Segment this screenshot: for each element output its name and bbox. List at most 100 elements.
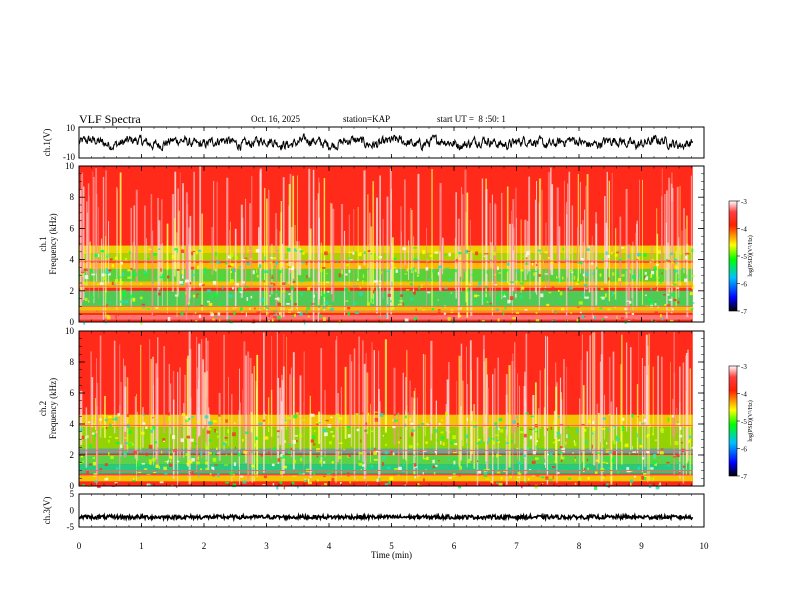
psd-texture (410, 432, 414, 437)
psd-streak (413, 390, 415, 454)
psd-texture (115, 315, 117, 319)
psd-texture (436, 439, 438, 442)
psd-streak (675, 251, 678, 308)
psd-texture (158, 270, 161, 275)
psd-texture (324, 482, 327, 486)
psd-texture (338, 320, 341, 325)
psd-streak (330, 203, 333, 295)
psd-texture (412, 247, 417, 249)
psd-streak (657, 355, 659, 454)
psd-streak (409, 207, 412, 261)
psd-texture (80, 426, 82, 430)
psd-texture (630, 482, 632, 487)
psd-texture (434, 449, 437, 454)
psd-texture (516, 269, 519, 273)
psd-texture (676, 454, 680, 458)
psd-texture (313, 294, 316, 298)
psd-texture (246, 262, 251, 266)
psd-texture (449, 278, 451, 283)
psd-streak (627, 244, 631, 314)
psd-streak (690, 175, 692, 282)
psd-texture (559, 291, 563, 296)
psd-texture (608, 277, 610, 281)
psd-texture (642, 475, 646, 480)
psd-texture (228, 315, 231, 319)
psd-texture (80, 273, 83, 276)
psd-texture (495, 425, 498, 430)
psd-texture (124, 437, 127, 440)
psd-texture (529, 281, 531, 284)
x-axis-label: Time (min) (371, 550, 412, 560)
psd-texture (382, 435, 384, 437)
psd-streak (545, 222, 547, 289)
psd-texture (443, 312, 447, 315)
psd-texture (650, 467, 654, 470)
psd-texture (299, 312, 303, 316)
psd-streak (485, 189, 488, 288)
psd-streak (369, 212, 371, 286)
psd-texture (130, 456, 134, 458)
psd-streak (534, 199, 536, 293)
psd-texture (527, 446, 529, 451)
psd-texture (358, 413, 360, 415)
psd-streak (168, 364, 170, 459)
psd-texture (465, 249, 469, 254)
psd-texture (215, 268, 217, 272)
psd-texture (584, 464, 587, 467)
psd-texture (394, 419, 398, 422)
psd-texture (185, 291, 187, 295)
psd-texture (617, 250, 620, 252)
psd-texture (528, 469, 532, 471)
psd-texture (273, 315, 276, 318)
psd-texture (85, 436, 87, 440)
psd-streak (270, 389, 273, 437)
y-tick-label: 6 (70, 223, 75, 233)
psd-texture (685, 255, 688, 260)
psd-texture (207, 300, 210, 303)
psd-texture (212, 480, 215, 483)
psd-texture (507, 422, 510, 426)
psd-texture (678, 252, 682, 256)
psd-texture (268, 320, 270, 323)
psd-streak (489, 203, 491, 297)
psd-texture (281, 423, 284, 426)
psd-streak (642, 179, 644, 305)
psd-texture (496, 471, 501, 474)
psd-texture (497, 427, 500, 430)
psd-texture (455, 253, 459, 258)
psd-texture (225, 419, 228, 423)
psd-texture (466, 417, 469, 422)
psd-texture (99, 282, 104, 286)
psd-texture (612, 451, 617, 455)
psd-texture (616, 470, 620, 474)
psd-streak (639, 179, 640, 290)
psd-texture (215, 251, 217, 256)
psd-streak (391, 237, 394, 310)
psd-texture (104, 418, 108, 422)
psd-texture (169, 455, 173, 460)
psd-texture (483, 461, 488, 463)
psd-texture (531, 262, 534, 266)
psd-texture (285, 281, 287, 285)
psd-streak (297, 175, 299, 313)
psd-texture (544, 462, 546, 465)
psd-texture (557, 289, 560, 292)
y-tick-label: 0 (70, 481, 75, 491)
psd-texture (606, 302, 608, 305)
psd-texture (232, 432, 236, 437)
psd-texture (519, 296, 523, 299)
psd-streak (177, 188, 179, 295)
psd-texture (587, 476, 590, 480)
psd-streak (116, 187, 118, 310)
psd-texture (141, 303, 145, 306)
psd-texture (284, 419, 287, 422)
psd-texture (641, 456, 645, 460)
psd-texture (587, 296, 590, 299)
psd-texture (437, 271, 440, 276)
psd-texture (554, 310, 557, 314)
psd-texture (187, 306, 190, 309)
psd-texture (568, 434, 570, 439)
psd-texture (161, 450, 163, 454)
psd-texture (406, 268, 409, 272)
